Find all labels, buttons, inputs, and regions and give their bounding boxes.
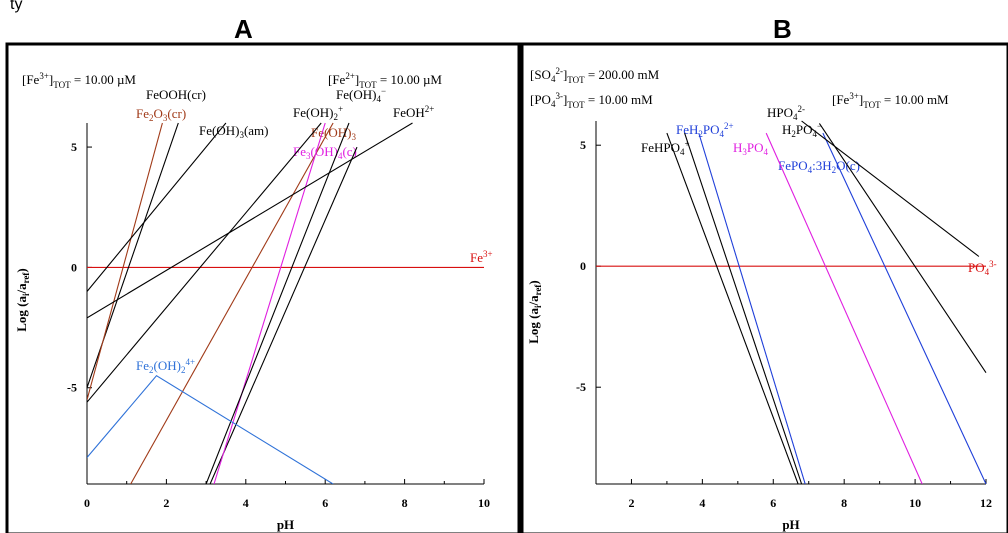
x-tick-label-B: 8	[841, 496, 847, 510]
label-fehpo4: FeHPO4+	[641, 139, 690, 157]
y-tick-label-A: 5	[71, 140, 77, 154]
y-tick-label-B: 5	[580, 138, 586, 152]
panel-a-plot: 0 2 4 6 8 10 5 0 -5 pH	[67, 122, 490, 532]
label-fepo4: FePO4:3H2O(c)	[778, 158, 860, 175]
label-feoh3-aq: Fe(OH)3	[311, 125, 356, 142]
x-tick-label-A: 2	[163, 496, 169, 510]
series-line-A-5	[209, 146, 358, 484]
series-line-B-1	[666, 132, 799, 484]
label-fe3: Fe3+	[470, 249, 493, 265]
label-fe2oh2: Fe2(OH)24+	[136, 357, 195, 375]
x-tick-label-B: 4	[699, 496, 705, 510]
series-line-A-4	[87, 122, 322, 403]
label-feoh2-plus: Fe(OH)2+	[293, 104, 343, 122]
label-feoh2plus: FeOH2+	[393, 104, 434, 120]
label-feoh4-minus: Fe(OH)4−	[336, 86, 386, 104]
series-line-B-3	[684, 132, 803, 484]
series-line-B-7	[818, 123, 987, 374]
x-tick-label-B: 12	[980, 496, 992, 510]
x-tick-label-B: 6	[770, 496, 776, 510]
series-line-A-10	[87, 374, 334, 484]
series-line-A-9	[205, 122, 350, 484]
series-line-A-7	[213, 122, 326, 484]
panel-a-ylabel: Log (ai/aref)	[14, 268, 31, 332]
caption-fragment: ty	[10, 0, 23, 13]
label-fe3oh4: Fe3(OH)4(c)	[293, 144, 357, 161]
series-line-A-3	[87, 122, 227, 292]
series-line-B-2	[698, 132, 806, 484]
panel-b-so4-total: [SO42-]TOT = 200.00 mM	[530, 66, 660, 85]
panel-b-plot: 2 4 6 8 10 12 5 0 -5 pH	[576, 120, 992, 532]
panel-b-frame	[520, 42, 1008, 533]
panel-b-fe3-total: [Fe3+]TOT = 10.00 mM	[832, 91, 949, 110]
x-tick-label-A: 0	[84, 496, 90, 510]
panel-a-fe3-total: [Fe3+]TOT = 10.00 µM	[22, 71, 136, 90]
y-tick-label-B: 0	[580, 259, 586, 273]
y-tick-label-A: 0	[71, 260, 77, 274]
label-h3po4: H3PO4	[733, 140, 769, 157]
label-hpo4: HPO42-	[767, 104, 805, 122]
label-h2po4: H2PO4−	[782, 121, 822, 139]
label-feooh: FeOOH(cr)	[146, 87, 206, 102]
y-tick-label-A: -5	[67, 381, 77, 395]
y-tick-label-B: -5	[576, 380, 586, 394]
label-feoh3-am: Fe(OH)3(am)	[199, 123, 268, 140]
panel-b-po4-total: [PO43-]TOT = 10.00 mM	[530, 91, 653, 110]
label-po4: PO43-	[968, 259, 997, 277]
x-tick-label-A: 10	[478, 496, 490, 510]
series-line-A-8	[87, 122, 413, 319]
panel-a-fe2-total: [Fe2+]TOT = 10.00 µM	[328, 71, 442, 90]
series-line-A-2	[87, 122, 163, 400]
panel-a-label: A	[234, 14, 253, 44]
series-line-B-5	[822, 132, 987, 484]
x-tick-label-B: 10	[909, 496, 921, 510]
panel-b-series-labels: PO43- FeHPO4+ FeH2PO42+ H3PO4 FePO4:3H2O…	[641, 104, 997, 277]
series-line-B-4	[765, 132, 923, 484]
series-line-A-6	[130, 122, 334, 484]
x-tick-label-B: 2	[628, 496, 634, 510]
x-tick-label-A: 6	[322, 496, 328, 510]
panel-b-label: B	[773, 14, 792, 44]
series-line-B-6	[801, 120, 980, 257]
x-tick-label-A: 4	[243, 496, 249, 510]
x-axis-label-B: pH	[782, 517, 799, 532]
x-axis-label-A: pH	[277, 517, 294, 532]
x-tick-label-A: 8	[402, 496, 408, 510]
panel-a-frame	[5, 42, 521, 533]
panel-b-ylabel: Log (ai/aref)	[526, 280, 543, 344]
label-fe2o3: Fe2O3(cr)	[136, 106, 186, 123]
label-feh2po4: FeH2PO42+	[676, 121, 734, 139]
panel-a-series-labels: Fe3+ FeOOH(cr) Fe2O3(cr) Fe(OH)3(am) Fe(…	[136, 86, 493, 375]
